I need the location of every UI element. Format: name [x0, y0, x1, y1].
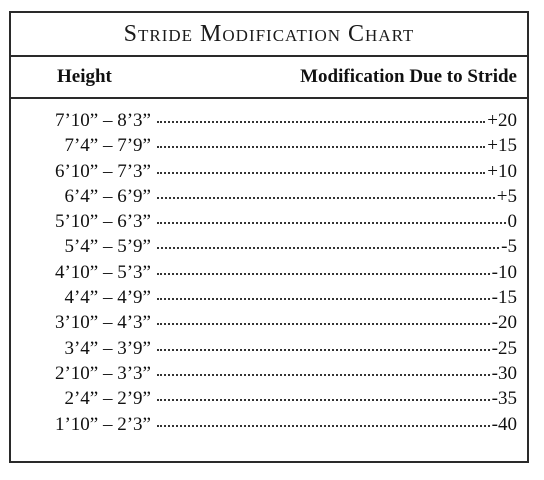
dot-leader	[157, 259, 492, 278]
title-bar: Stride Modification Chart	[11, 13, 527, 57]
modification-value: -40	[491, 413, 517, 435]
height-range: 3’10” – 4’3”	[54, 312, 151, 334]
table-row: 2’10” – 3’3” -30	[11, 360, 527, 385]
dot-leader	[157, 208, 508, 227]
table-row: 3’10” – 4’3” -20	[11, 309, 527, 334]
modification-value: -25	[491, 337, 517, 359]
height-range: 6’4” – 6’9”	[64, 185, 151, 207]
height-range: 1’10” – 2’3”	[54, 413, 151, 435]
modification-value: -10	[491, 261, 517, 283]
table-row: 6’4” – 6’9” +5	[11, 183, 527, 208]
table-row: 5’10” – 6’3” 0	[11, 208, 527, 233]
modification-value: +10	[487, 160, 517, 182]
modification-value: -20	[491, 312, 517, 334]
dot-leader	[157, 183, 497, 202]
dot-leader	[157, 233, 501, 252]
modification-value: -5	[501, 236, 517, 258]
height-range: 4’10” – 5’3”	[54, 261, 151, 283]
modification-value: 0	[507, 211, 518, 233]
modification-value: +20	[487, 110, 517, 131]
dot-leader	[157, 309, 492, 328]
table-row: 7’10” – 8’3” +20	[11, 107, 527, 132]
height-range: 7’4” – 7’9”	[64, 135, 151, 157]
table-row: 4’10” – 5’3” -10	[11, 259, 527, 284]
height-range: 2’10” – 3’3”	[54, 362, 151, 384]
height-range: 3’4” – 3’9”	[64, 337, 151, 359]
height-column-header: Height	[57, 66, 112, 87]
dot-leader	[157, 360, 492, 379]
height-range: 5’10” – 6’3”	[54, 211, 151, 233]
table-row: 3’4” – 3’9” -25	[11, 335, 527, 360]
table-row: 6’10” – 7’3” +10	[11, 158, 527, 183]
height-range: 5’4” – 5’9”	[64, 236, 151, 258]
dot-leader	[157, 132, 487, 151]
dot-leader	[157, 385, 492, 404]
dot-leader	[157, 107, 487, 126]
modification-value: +5	[496, 185, 517, 207]
dot-leader	[157, 284, 492, 303]
stride-chart: Stride Modification Chart Height Modific…	[9, 11, 529, 463]
height-range: 4’4” – 4’9”	[64, 287, 151, 309]
dot-leader	[157, 411, 492, 430]
modification-value: -30	[491, 362, 517, 384]
table-row: 2’4” – 2’9” -35	[11, 385, 527, 410]
height-range: 7’10” – 8’3”	[54, 110, 151, 131]
modification-column-header: Modification Due to Stride	[300, 66, 517, 87]
chart-title: Stride Modification Chart	[123, 20, 415, 47]
height-range: 6’10” – 7’3”	[54, 160, 151, 182]
modification-value: -35	[491, 388, 517, 410]
dot-leader	[157, 158, 487, 177]
chart-rows: 7’10” – 8’3” +20 7’4” – 7’9” +15 6’10” – 7’3…	[11, 107, 527, 436]
table-row: 4’4” – 4’9” -15	[11, 284, 527, 309]
table-row: 1’10” – 2’3” -40	[11, 411, 527, 436]
height-range: 2’4” – 2’9”	[64, 388, 151, 410]
dot-leader	[157, 335, 492, 354]
modification-value: -15	[491, 287, 517, 309]
table-row: 7’4” – 7’9” +15	[11, 132, 527, 157]
table-row: 5’4” – 5’9” -5	[11, 233, 527, 258]
modification-value: +15	[487, 135, 517, 157]
column-header-row: Height Modification Due to Stride	[11, 57, 527, 99]
